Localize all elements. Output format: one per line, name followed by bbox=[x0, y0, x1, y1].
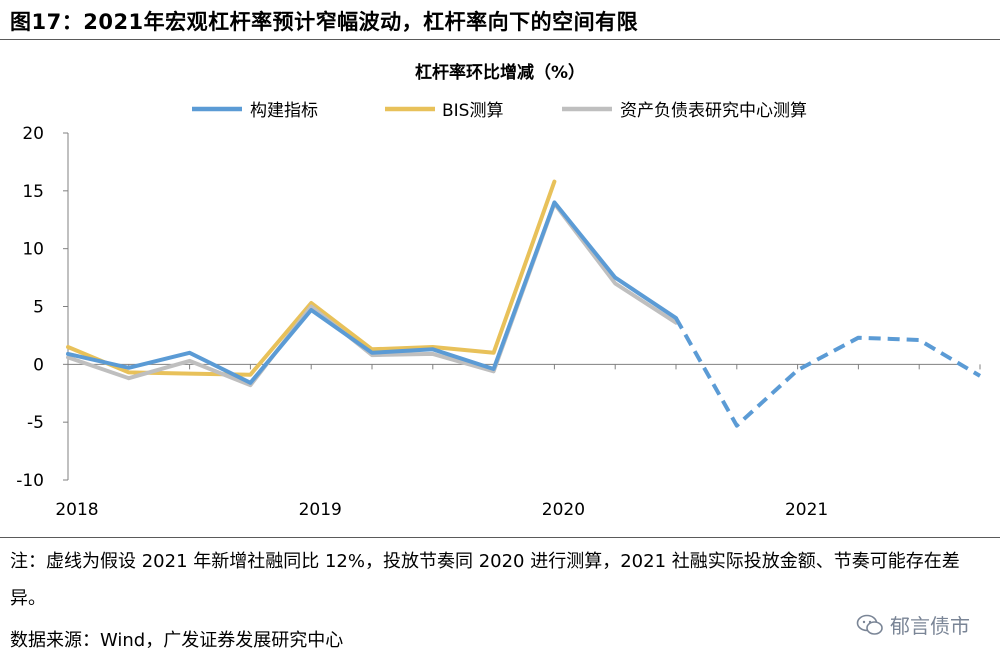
line-chart: 杠杆率环比增减（%） 构建指标 BIS测算 资产负债表研究中心测算 20 15 10… bbox=[16, 62, 982, 520]
y-tick-label: -5 bbox=[27, 413, 44, 433]
x-tick-label: 2018 bbox=[55, 500, 98, 520]
watermark: 郁言债市 bbox=[856, 610, 970, 639]
legend-item-2: 资产负债表研究中心测算 bbox=[562, 101, 807, 121]
series-line-0 bbox=[66, 200, 678, 385]
data-source: 数据来源：Wind，广发证券发展研究中心 bbox=[10, 630, 344, 651]
y-tick-label: -10 bbox=[16, 471, 44, 491]
x-tick-label: 2020 bbox=[542, 500, 585, 520]
series-line-0-projected bbox=[674, 317, 982, 428]
x-tick-label: 2021 bbox=[785, 500, 828, 520]
top-rule bbox=[0, 39, 1000, 40]
y-tick-label: 20 bbox=[22, 124, 44, 144]
series-layer bbox=[66, 179, 982, 428]
y-tick-label: 5 bbox=[33, 298, 44, 318]
legend: 构建指标 BIS测算 资产负债表研究中心测算 bbox=[192, 101, 807, 121]
chart-note: 注：虚线为假设 2021 年新增社融同比 12%，投放节奏同 2020 进行测算… bbox=[10, 551, 960, 609]
y-tick-label: 10 bbox=[22, 240, 44, 260]
figure-title: 图17：2021年宏观杠杆率预计窄幅波动，杠杆率向下的空间有限 bbox=[10, 10, 639, 34]
legend-item-0: 构建指标 bbox=[192, 101, 318, 121]
watermark-text: 郁言债市 bbox=[890, 614, 970, 638]
legend-label-0: 构建指标 bbox=[250, 101, 318, 121]
y-tick-label: 15 bbox=[22, 182, 44, 202]
axes: 20 15 10 5 0 -5 -10 2018 2019 2020 2021 bbox=[16, 124, 981, 520]
legend-label-2: 资产负债表研究中心测算 bbox=[620, 101, 807, 121]
chart-title: 杠杆率环比增减（%） bbox=[415, 62, 585, 83]
wechat-icon bbox=[856, 614, 883, 635]
bottom-rule bbox=[0, 537, 1000, 538]
legend-label-1: BIS测算 bbox=[442, 101, 503, 121]
legend-item-1: BIS测算 bbox=[385, 101, 503, 121]
series-line-2 bbox=[66, 201, 678, 388]
x-tick-label: 2019 bbox=[299, 500, 342, 520]
y-tick-label: 0 bbox=[33, 355, 44, 375]
series-line-1 bbox=[66, 179, 557, 377]
